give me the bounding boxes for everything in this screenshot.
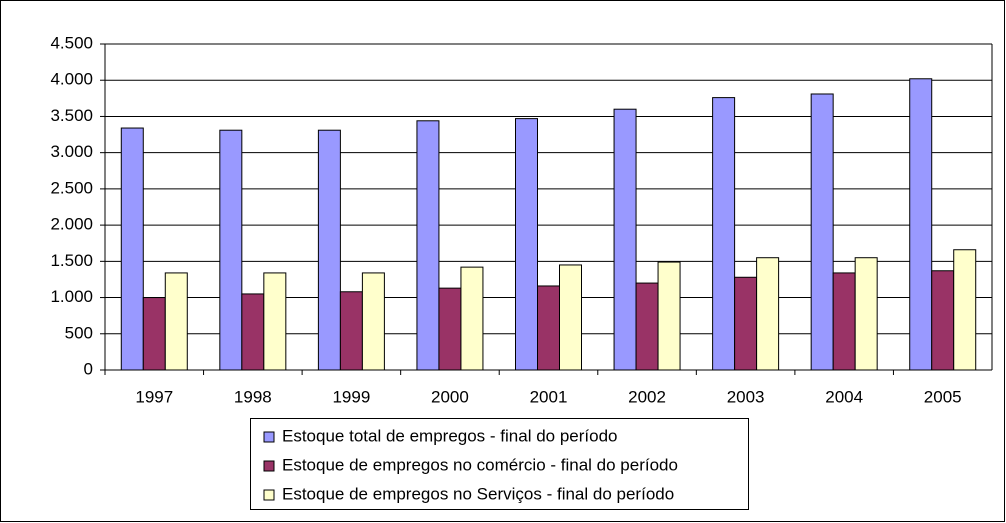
bar bbox=[361, 272, 385, 371]
y-tick-label: 1.000 bbox=[50, 287, 93, 306]
y-tick-label: 2.500 bbox=[50, 178, 93, 197]
x-tick-label: 1998 bbox=[234, 387, 272, 406]
bar bbox=[657, 261, 681, 371]
bar bbox=[953, 249, 977, 371]
x-tick-label: 2005 bbox=[924, 387, 962, 406]
bar bbox=[438, 287, 462, 371]
y-tick-label: 1.500 bbox=[50, 251, 93, 270]
legend-box bbox=[250, 418, 749, 510]
x-tick-label: 2001 bbox=[530, 387, 568, 406]
bar bbox=[635, 282, 659, 371]
bar bbox=[263, 272, 287, 371]
legend-swatch bbox=[263, 489, 275, 501]
bar bbox=[931, 270, 955, 371]
bar bbox=[613, 108, 637, 371]
x-tick-label: 2004 bbox=[825, 387, 863, 406]
bar bbox=[537, 285, 560, 371]
y-tick-label: 0 bbox=[84, 359, 93, 378]
bar bbox=[142, 297, 166, 371]
bar bbox=[734, 276, 758, 371]
bar bbox=[712, 97, 736, 371]
bar bbox=[317, 129, 341, 371]
legend-swatch bbox=[263, 431, 275, 443]
x-tick-label: 2000 bbox=[431, 387, 469, 406]
x-tick-label: 2003 bbox=[727, 387, 765, 406]
y-tick-label: 500 bbox=[65, 323, 93, 342]
bar bbox=[120, 127, 144, 371]
legend-label: Estoque total de empregos - final do per… bbox=[282, 426, 618, 445]
y-tick-label: 2.000 bbox=[50, 215, 93, 234]
y-tick-label: 3.000 bbox=[50, 142, 93, 161]
bar bbox=[832, 272, 856, 371]
bar bbox=[164, 272, 188, 371]
bar bbox=[909, 78, 933, 371]
bar bbox=[515, 118, 538, 371]
y-tick-label: 3.500 bbox=[50, 106, 93, 125]
bar bbox=[339, 291, 363, 371]
bar bbox=[241, 293, 265, 371]
legend-label: Estoque de empregos no comércio - final … bbox=[282, 455, 678, 474]
x-tick-label: 2002 bbox=[628, 387, 666, 406]
legend-swatch bbox=[263, 460, 275, 472]
bar bbox=[854, 257, 878, 371]
bar bbox=[460, 266, 484, 371]
x-tick-label: 1997 bbox=[135, 387, 173, 406]
bar bbox=[559, 264, 582, 371]
legend-label: Estoque de empregos no Serviços - final … bbox=[282, 484, 674, 503]
bar bbox=[810, 93, 834, 371]
bar bbox=[756, 257, 780, 371]
y-tick-label: 4.500 bbox=[50, 33, 93, 52]
x-tick-label: 1999 bbox=[332, 387, 370, 406]
y-tick-label: 4.000 bbox=[50, 70, 93, 89]
bar bbox=[219, 129, 243, 371]
bar bbox=[416, 120, 440, 371]
